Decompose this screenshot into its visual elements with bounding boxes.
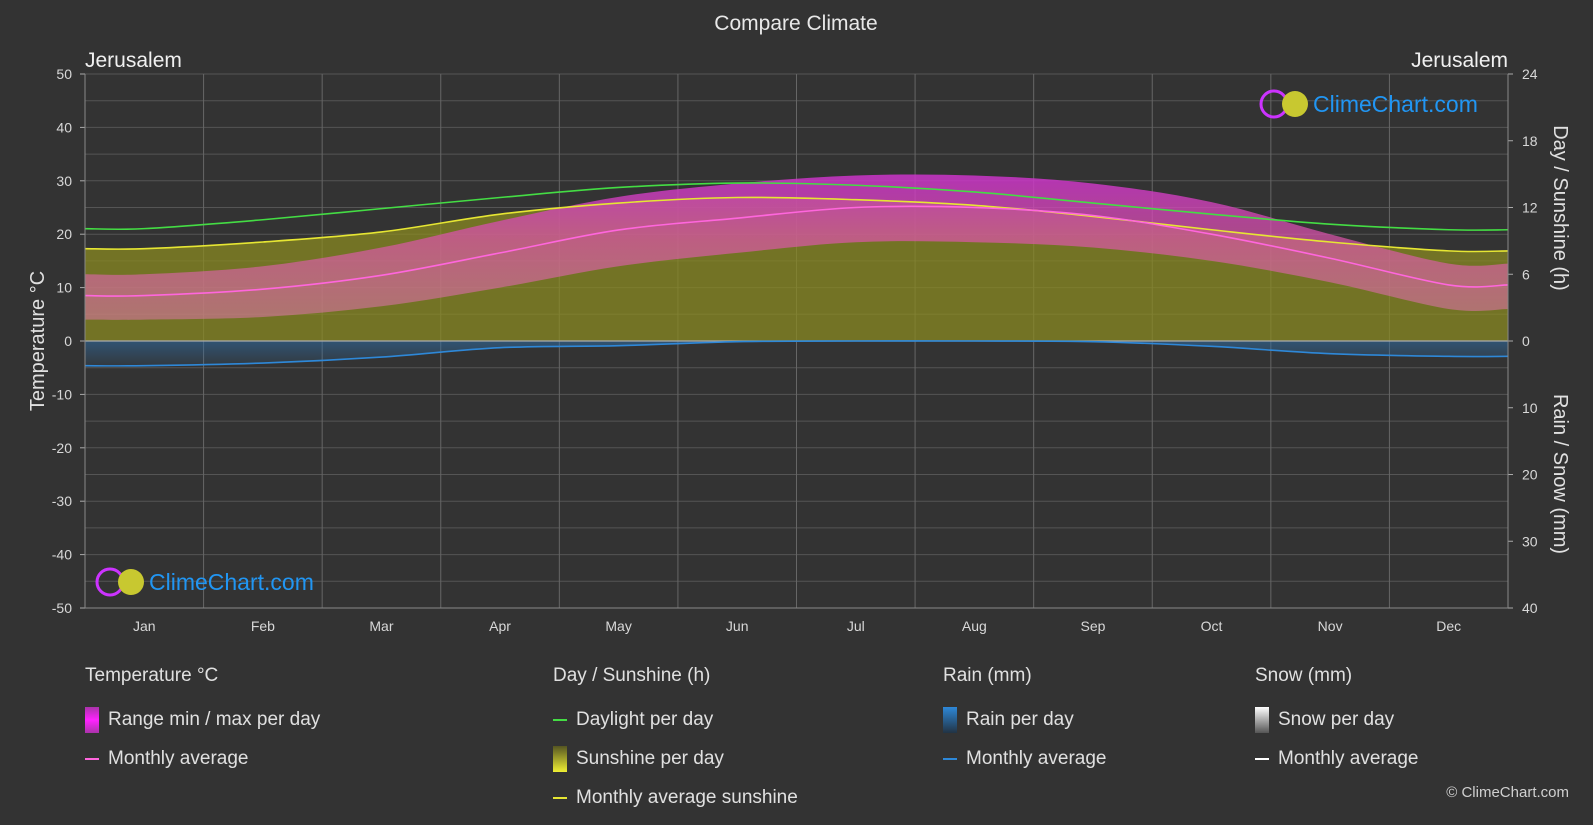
y-left-tick-label: 20 xyxy=(56,226,72,242)
sunshine-avg-swatch-icon xyxy=(553,796,567,799)
legend-snow-avg: Monthly average xyxy=(1255,739,1418,778)
x-tick-label: Dec xyxy=(1436,618,1461,634)
y-right-bottom-tick-label: 40 xyxy=(1522,600,1538,616)
y-right-top-tick-label: 24 xyxy=(1522,66,1538,82)
y-left-tick-label: 30 xyxy=(56,173,72,189)
legend: Temperature °C Range min / max per day M… xyxy=(0,662,1593,825)
chart-title: Compare Climate xyxy=(714,12,877,35)
x-tick-label: May xyxy=(605,618,631,634)
location-left: Jerusalem xyxy=(85,49,182,72)
x-tick-label: Aug xyxy=(962,618,987,634)
legend-rain-title: Rain (mm) xyxy=(943,665,1032,686)
y-left-tick-label: 0 xyxy=(64,333,72,349)
temperature-avg-line xyxy=(85,205,1508,297)
legend-temperature: Temperature °C Range min / max per day M… xyxy=(85,662,320,778)
x-tick-label: Jun xyxy=(726,618,749,634)
x-tick-label: Sep xyxy=(1080,618,1105,634)
legend-sunshine-avg: Monthly average sunshine xyxy=(553,778,798,817)
y-left-tick-label: -40 xyxy=(52,547,72,563)
legend-snow-avg-label: Monthly average xyxy=(1278,747,1419,769)
x-tick-label: Feb xyxy=(251,618,275,634)
brand-name-top: ClimeChart.com xyxy=(1313,91,1478,117)
legend-snow-day-label: Snow per day xyxy=(1278,708,1395,730)
x-tick-label: Apr xyxy=(489,618,511,634)
legend-rain-avg-label: Monthly average xyxy=(966,747,1107,769)
y-left-tick-label: -20 xyxy=(52,440,72,456)
y-right-top-label: Day / Sunshine (h) xyxy=(1549,125,1571,291)
daylight-line xyxy=(85,182,1508,231)
y-left-label: Temperature °C xyxy=(27,271,49,411)
y-right-bottom-tick-label: 30 xyxy=(1522,533,1538,549)
temperature-range-band xyxy=(85,174,1508,320)
y-right-bottom-tick-label: 20 xyxy=(1522,467,1538,483)
y-right-top-tick-label: 18 xyxy=(1522,133,1538,149)
climate-chart: Compare Climate Jerusalem Jerusalem 50 40… xyxy=(27,12,1571,634)
y-left-tick-label: 10 xyxy=(56,280,72,296)
rain-avg-swatch-icon xyxy=(943,757,957,760)
legend-sunshine-day: Sunshine per day xyxy=(553,739,798,778)
legend-sunshine-avg-label: Monthly average sunshine xyxy=(576,786,798,808)
y-right-top-tick-label: 6 xyxy=(1522,266,1530,282)
legend-temperature-title: Temperature °C xyxy=(85,665,219,686)
snow-avg-swatch-icon xyxy=(1255,757,1269,760)
y-right-top-tick-label: 12 xyxy=(1522,200,1538,216)
logo-sun-icon xyxy=(118,569,144,595)
y-right-bottom-label: Rain / Snow (mm) xyxy=(1549,394,1571,554)
y-left-tick-label: -50 xyxy=(52,600,72,616)
legend-sunshine-day-label: Sunshine per day xyxy=(576,747,724,769)
temp-range-swatch-icon xyxy=(85,706,99,733)
location-right: Jerusalem xyxy=(1411,49,1508,72)
legend-daylight: Daylight per day xyxy=(553,700,798,739)
x-tick-label: Jan xyxy=(133,618,156,634)
sunshine-avg-line xyxy=(85,196,1508,253)
legend-temp-avg: Monthly average xyxy=(85,739,320,778)
legend-snow: Snow (mm) Snow per day Monthly average xyxy=(1255,662,1418,778)
x-tick-label: Jul xyxy=(847,618,865,634)
rain-swatch-icon xyxy=(943,706,957,733)
snow-swatch-icon xyxy=(1255,706,1269,733)
rain-avg-line xyxy=(85,340,1508,367)
x-tick-label: Mar xyxy=(369,618,393,634)
legend-sunshine: Day / Sunshine (h) Daylight per day Suns… xyxy=(553,662,798,817)
legend-temp-range: Range min / max per day xyxy=(85,700,320,739)
logo-sun-icon xyxy=(1282,91,1308,117)
legend-rain-avg: Monthly average xyxy=(943,739,1106,778)
legend-snow-title: Snow (mm) xyxy=(1255,665,1353,686)
legend-temp-avg-label: Monthly average xyxy=(108,747,249,769)
daylight-swatch-icon xyxy=(553,718,567,721)
copyright[interactable]: © ClimeChart.com xyxy=(1446,784,1569,801)
legend-daylight-label: Daylight per day xyxy=(576,708,714,730)
brand-logo-top[interactable]: ClimeChart.com xyxy=(1259,89,1478,119)
legend-temp-range-label: Range min / max per day xyxy=(108,708,321,730)
x-tick-label: Nov xyxy=(1318,618,1343,634)
rain-area xyxy=(85,340,1508,366)
y-left-tick-label: 50 xyxy=(56,66,72,82)
y-left-tick-label: 40 xyxy=(56,119,72,135)
sunshine-swatch-icon xyxy=(553,745,567,772)
y-left-tick-label: -10 xyxy=(52,386,72,402)
temp-avg-swatch-icon xyxy=(85,757,99,760)
y-right-bottom-tick-label: 10 xyxy=(1522,400,1538,416)
brand-name-bottom: ClimeChart.com xyxy=(149,569,314,595)
legend-rain-day: Rain per day xyxy=(943,700,1106,739)
y-left-tick-label: -30 xyxy=(52,493,72,509)
axes: 50 40 30 20 10 0 -10 -20 -30 -40 -50 24 18 12 6 0 10 20 30… xyxy=(52,66,1538,634)
legend-snow-day: Snow per day xyxy=(1255,700,1418,739)
legend-rain: Rain (mm) Rain per day Monthly average xyxy=(943,662,1106,778)
legend-sunshine-title: Day / Sunshine (h) xyxy=(553,665,711,686)
brand-logo-bottom[interactable]: ClimeChart.com xyxy=(95,567,314,597)
plot-area xyxy=(85,174,1508,367)
y-right-top-tick-label: 0 xyxy=(1522,333,1530,349)
x-tick-label: Oct xyxy=(1201,618,1223,634)
legend-rain-day-label: Rain per day xyxy=(966,708,1074,730)
